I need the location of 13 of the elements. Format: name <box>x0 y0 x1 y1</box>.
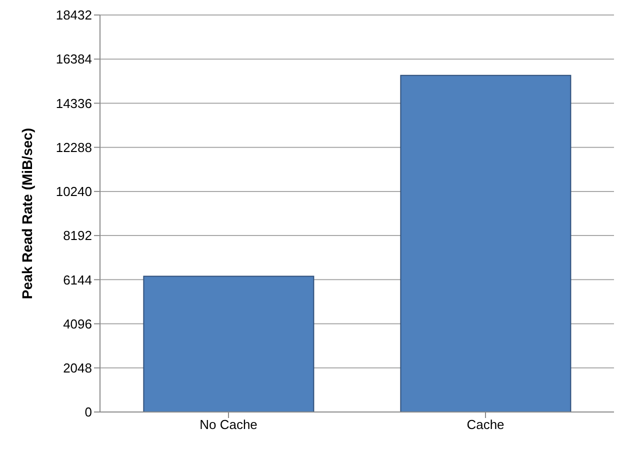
y-tick-label: 2048 <box>63 360 92 376</box>
x-tick-label: No Cache <box>200 417 258 432</box>
y-axis-title: Peak Read Rate (MiB/sec) <box>18 128 35 300</box>
x-tick-label: Cache <box>466 417 504 432</box>
y-tick-label: 12288 <box>56 140 92 155</box>
y-tick-label: 10240 <box>56 184 92 200</box>
y-tick-label: 6144 <box>63 272 92 288</box>
y-tick-label: 14336 <box>56 96 92 111</box>
y-tick-label: 4096 <box>63 316 92 332</box>
y-tick-label: 16384 <box>56 52 92 67</box>
y-tick-label: 0 <box>84 404 92 420</box>
y-tick-label: 18432 <box>56 8 92 23</box>
y-tick-label: 8192 <box>63 228 92 244</box>
